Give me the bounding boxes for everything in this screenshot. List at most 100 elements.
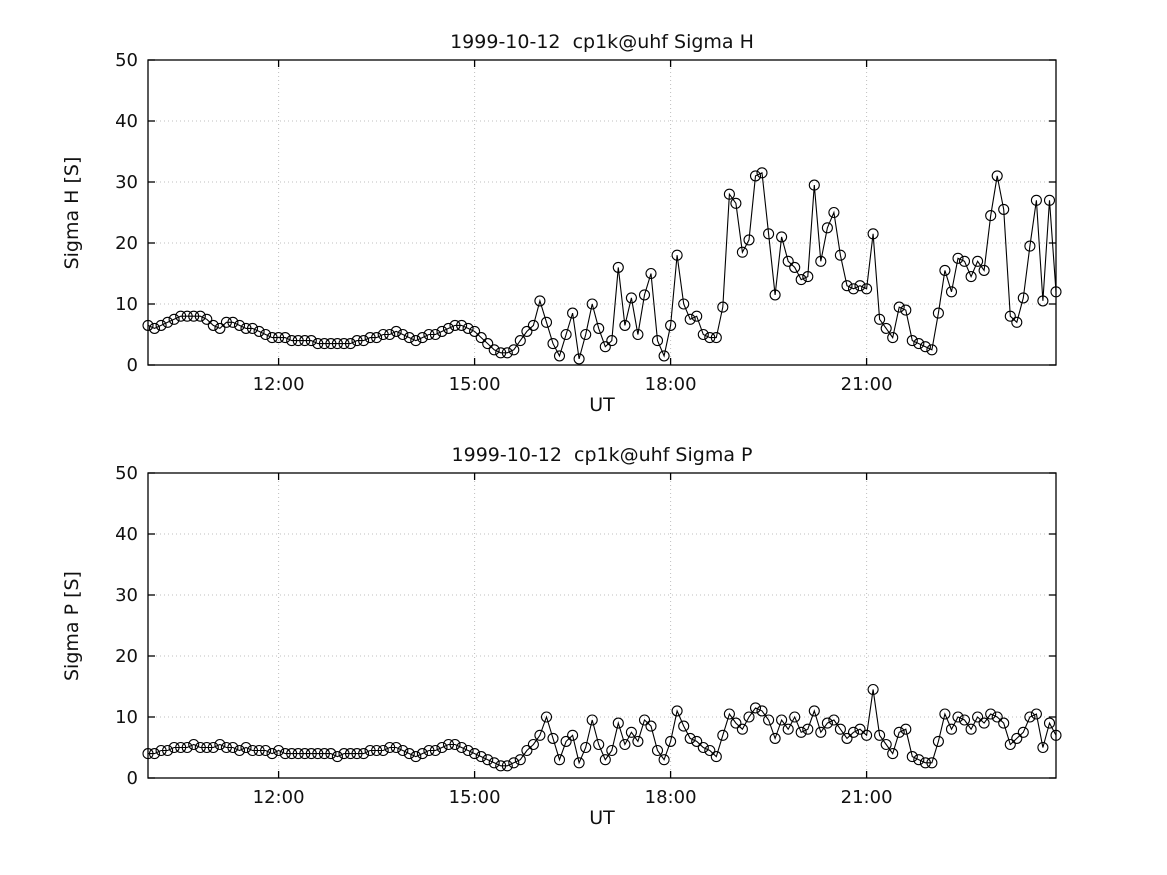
data-point-marker [593, 322, 605, 334]
x-tick-labels: 12:00 15:00 18:00 21:00 [253, 787, 893, 808]
data-point-marker [782, 723, 794, 735]
data-point-marker [723, 188, 735, 200]
data-point-marker [874, 729, 886, 741]
data-point-marker [495, 347, 507, 359]
data-point-marker [292, 335, 304, 347]
svg-text:21:00: 21:00 [841, 787, 893, 808]
data-point-marker [919, 341, 931, 353]
x-axis-label-sigma-p: UT [589, 807, 615, 829]
data-point-marker [645, 720, 657, 732]
data-point-marker [861, 729, 873, 741]
data-point-marker [717, 301, 729, 313]
data-point-marker [175, 310, 187, 322]
axes-frame [147, 59, 1057, 366]
data-point-marker [410, 335, 422, 347]
data-point-marker [854, 723, 866, 735]
data-point-marker [331, 751, 343, 763]
data-point-marker [998, 717, 1010, 729]
data-point-marker [658, 350, 670, 362]
data-point-marker [207, 319, 219, 331]
data-point-marker [998, 203, 1010, 215]
data-point-marker [351, 335, 363, 347]
data-point-marker [442, 322, 455, 334]
data-point-marker [312, 338, 324, 350]
data-point-marker [887, 748, 899, 760]
data-point-marker [403, 332, 415, 344]
data-point-marker [932, 307, 944, 319]
data-point-marker [501, 760, 513, 772]
data-point-marker [240, 322, 252, 334]
data-point-marker [802, 271, 814, 283]
plot-sigma-p: 12:00 15:00 18:00 21:00 0 10 20 30 40 50 [115, 463, 1062, 808]
data-point-marker [880, 322, 892, 334]
data-point-marker [906, 335, 918, 347]
data-point-marker [181, 310, 193, 322]
data-point-marker [1030, 194, 1042, 206]
data-point-marker [148, 322, 161, 334]
data-point-marker [958, 714, 971, 726]
plot-title-sigma-p: 1999-10-12 cp1k@uhf Sigma P [451, 444, 753, 466]
data-point-marker [965, 723, 977, 735]
data-point-marker [900, 304, 912, 316]
data-point-marker [821, 222, 833, 234]
data-point-marker [893, 726, 905, 738]
data-point-marker [763, 228, 775, 240]
data-point-marker [377, 744, 389, 757]
data-point-marker [1017, 292, 1029, 304]
data-point-marker [749, 702, 762, 714]
data-point-marker [266, 332, 278, 344]
data-point-marker [736, 723, 748, 735]
data-point-marker [390, 741, 402, 754]
data-point-marker [808, 179, 820, 191]
data-point-marker [514, 754, 526, 766]
data-point-marker [514, 335, 526, 347]
data-point-marker [1024, 711, 1036, 723]
data-point-marker [926, 344, 938, 356]
data-point-marker [527, 738, 539, 751]
data-point-marker [697, 741, 709, 754]
data-point-marker [710, 751, 722, 763]
data-point-marker [501, 347, 513, 359]
data-point-marker [305, 335, 317, 347]
data-point-marker [978, 264, 990, 276]
data-point-marker [469, 748, 481, 760]
data-point-marker [880, 738, 892, 751]
data-point-marker [312, 748, 324, 760]
data-point-marker [586, 714, 598, 726]
data-point-marker [972, 255, 984, 267]
data-point-marker [958, 255, 971, 267]
data-point-marker [1043, 194, 1056, 206]
data-point-marker [429, 744, 441, 757]
data-point-marker [384, 741, 396, 754]
data-point-marker [782, 255, 794, 267]
data-point-marker [665, 735, 677, 747]
data-point-marker [547, 732, 559, 744]
svg-text:40: 40 [115, 111, 138, 132]
data-point-marker [678, 720, 690, 732]
data-point-marker [246, 322, 259, 334]
data-point-marker [246, 744, 259, 757]
data-point-marker [684, 313, 696, 325]
data-point-marker [638, 289, 651, 301]
data-point-marker [325, 338, 337, 350]
data-point-marker [789, 711, 801, 723]
data-point-marker [423, 744, 435, 757]
data-point-marker [371, 744, 383, 757]
svg-text:20: 20 [115, 646, 138, 667]
data-point-marker [1011, 732, 1023, 744]
data-point-marker [521, 325, 533, 337]
svg-text:40: 40 [115, 524, 138, 545]
data-point-marker [344, 338, 357, 350]
data-point-marker [338, 748, 350, 760]
data-point-marker [456, 741, 468, 754]
data-point-marker [540, 711, 553, 723]
data-point-marker [436, 741, 448, 754]
data-point-marker [573, 757, 585, 769]
data-point-marker [214, 738, 226, 751]
y-tick-labels: 0 10 20 30 40 50 [115, 463, 138, 789]
data-point-marker [423, 328, 435, 341]
data-point-marker [227, 316, 239, 328]
data-point-marker [743, 711, 755, 723]
data-point-marker [456, 319, 468, 331]
data-point-marker [978, 717, 990, 729]
